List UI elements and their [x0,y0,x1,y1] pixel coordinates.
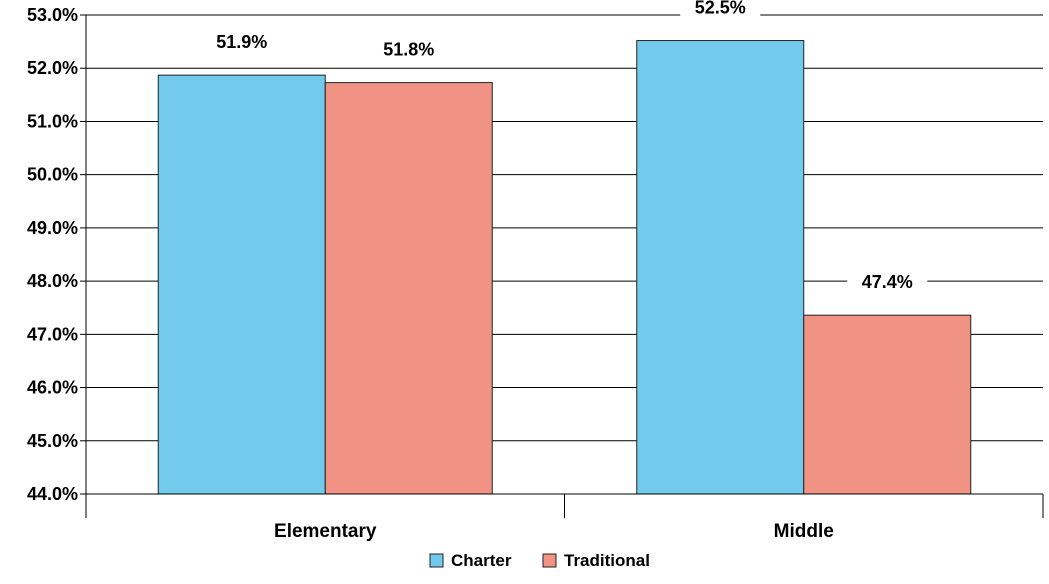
y-tick-label: 47.0% [27,324,78,344]
y-tick-label: 45.0% [27,431,78,451]
legend-label-charter: Charter [451,551,512,570]
y-axis-tick-labels: 44.0% 45.0% 46.0% 47.0% 48.0% 49.0% 50.0% 51.0%… [27,5,78,504]
y-tick-label: 51.0% [27,111,78,131]
bar-charter-middle [636,40,805,495]
bar-traditional-middle [803,314,972,495]
x-category-label: Middle [774,521,834,542]
data-label: 51.8% [383,40,434,60]
axes [85,15,1044,518]
legend-label-traditional: Traditional [564,551,650,570]
y-tick-label: 50.0% [27,165,78,185]
data-label: 52.5% [695,0,746,18]
data-label-background [368,38,449,63]
y-tick-label: 48.0% [27,271,78,291]
y-tick-label: 44.0% [27,484,78,504]
data-label-background [201,31,282,56]
data-label: 51.9% [216,32,267,52]
data-labels: 51.9% 51.8% 52.5% 47.4% [201,0,928,296]
bars [157,40,972,495]
y-tick-label: 52.0% [27,58,78,78]
x-axis-category-labels: Elementary Middle [274,521,834,542]
data-label: 47.4% [862,272,913,292]
x-category-label: Elementary [274,521,377,542]
legend: Charter Traditional [429,551,650,570]
bar-charter-elementary [157,74,326,495]
legend-swatch-charter [429,553,444,568]
bar-traditional-elementary [324,82,493,495]
data-label-background [680,0,761,21]
legend-swatch-traditional [542,553,557,568]
data-label-background [847,271,928,296]
y-tick-label: 49.0% [27,218,78,238]
y-tick-label: 53.0% [27,5,78,25]
y-tick-label: 46.0% [27,378,78,398]
